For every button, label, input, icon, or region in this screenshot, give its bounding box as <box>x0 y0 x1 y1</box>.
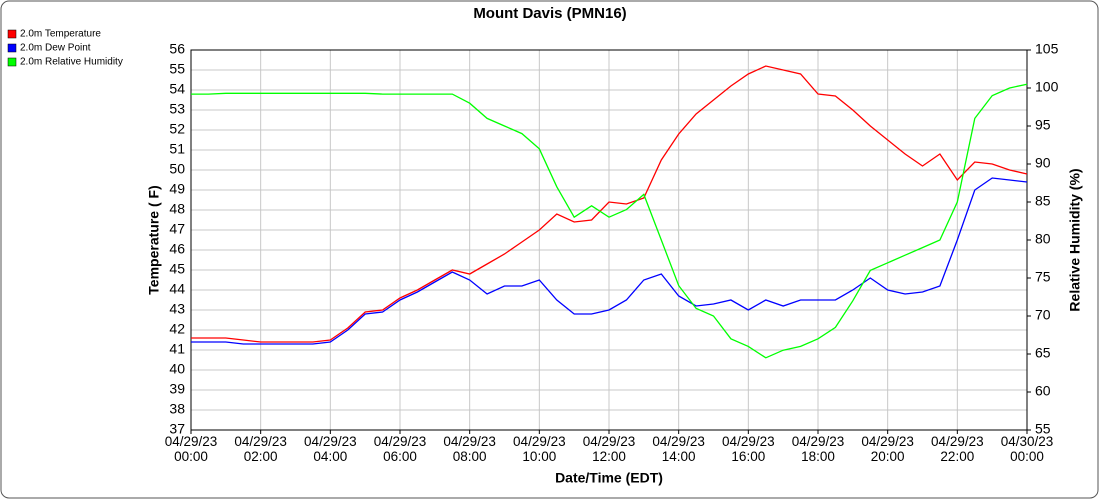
y-tick-label: 50 <box>169 161 185 177</box>
y-tick-label: 51 <box>169 141 185 157</box>
y2-tick-label: 60 <box>1035 383 1051 399</box>
legend-swatch <box>7 57 17 67</box>
x-tick-label: 04/29/23 04:00 <box>304 434 357 464</box>
y-tick-label: 55 <box>169 61 185 77</box>
x-tick-label: 04/29/23 02:00 <box>234 434 287 464</box>
y-tick-label: 40 <box>169 361 185 377</box>
y2-tick-label: 75 <box>1035 269 1051 285</box>
x-axis-label: Date/Time (EDT) <box>555 470 663 486</box>
series-line <box>191 83 1028 359</box>
y-axis-label: Temperature ( F) <box>146 185 162 294</box>
x-tick-label: 04/29/23 10:00 <box>513 434 566 464</box>
legend-label: 2.0m Temperature <box>20 29 101 40</box>
y2-tick-label: 80 <box>1035 231 1051 247</box>
x-tick-label: 04/29/23 16:00 <box>722 434 775 464</box>
y-tick-label: 48 <box>169 201 185 217</box>
plot-border <box>190 49 1028 431</box>
y-tick-label: 45 <box>169 261 185 277</box>
y2-axis-label: Relative Humidity (%) <box>1067 168 1083 311</box>
y2-tick-label: 55 <box>1035 421 1051 437</box>
x-tick-label: 04/29/23 20:00 <box>861 434 914 464</box>
y-tick-label: 38 <box>169 401 185 417</box>
chart-title: Mount Davis (PMN16) <box>473 5 626 22</box>
series-line <box>191 177 1028 345</box>
y-tick-label: 46 <box>169 241 185 257</box>
x-tick-label: 04/29/23 14:00 <box>652 434 705 464</box>
x-tick-label: 04/29/23 18:00 <box>791 434 845 464</box>
y2-tick-label: 95 <box>1035 117 1051 133</box>
y-tick-label: 42 <box>169 321 185 337</box>
x-tick-label: 04/29/23 06:00 <box>373 434 427 464</box>
series-line <box>191 65 1028 343</box>
y-tick-label: 37 <box>169 421 185 437</box>
y2-tick-label: 100 <box>1035 79 1059 95</box>
y-tick-label: 53 <box>169 101 185 117</box>
y-tick-label: 39 <box>169 381 185 397</box>
y-tick-label: 56 <box>169 41 185 57</box>
y-tick-label: 41 <box>169 341 185 357</box>
x-tick-label: 04/29/23 12:00 <box>582 434 636 464</box>
y2-tick-label: 65 <box>1035 345 1051 361</box>
x-tick-label: 04/29/23 00:00 <box>164 434 218 464</box>
x-tick-label: 04/30/23 00:00 <box>1000 434 1054 464</box>
y-tick-label: 52 <box>169 121 185 137</box>
y-tick-label: 47 <box>169 221 185 237</box>
legend-swatch <box>7 29 17 39</box>
y2-tick-label: 85 <box>1035 193 1051 209</box>
y-tick-label: 43 <box>169 301 185 317</box>
x-tick-label: 04/29/23 08:00 <box>443 434 496 464</box>
legend-label: 2.0m Relative Humidity <box>20 57 123 68</box>
x-tick-label: 04/29/23 22:00 <box>931 434 984 464</box>
y-tick-label: 44 <box>169 281 185 297</box>
legend-label: 2.0m Dew Point <box>20 43 91 54</box>
y-tick-label: 49 <box>169 181 185 197</box>
y-tick-label: 54 <box>169 81 185 97</box>
y2-tick-label: 70 <box>1035 307 1051 323</box>
y2-tick-label: 105 <box>1035 41 1059 57</box>
y2-tick-label: 90 <box>1035 155 1051 171</box>
legend-swatch <box>7 43 17 53</box>
